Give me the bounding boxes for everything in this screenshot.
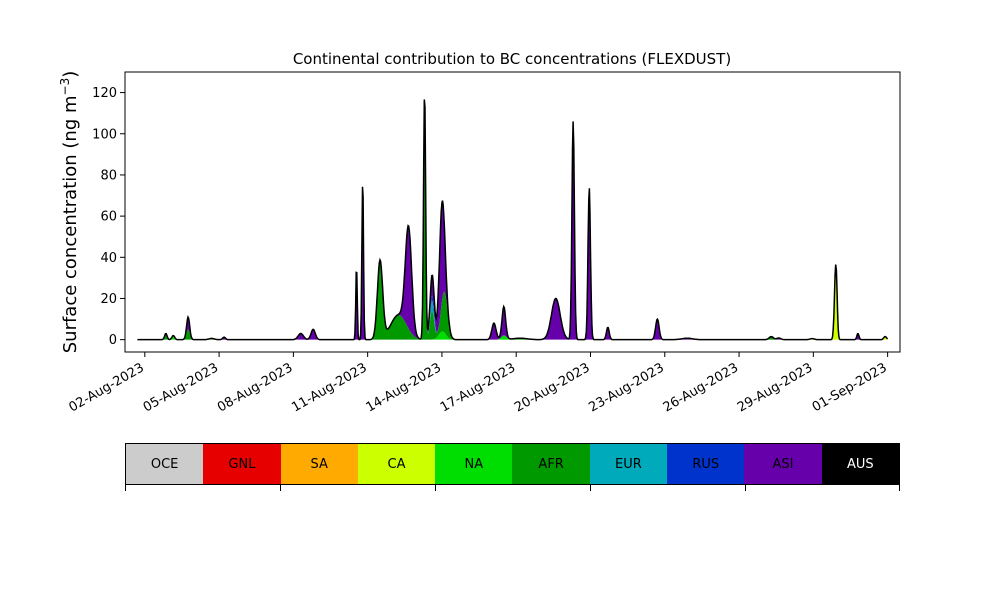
series-area-asi: [137, 99, 888, 340]
y-tick-label: 0: [109, 333, 117, 348]
colorbar-tick: [435, 485, 436, 491]
colorbar-tick: [590, 485, 591, 491]
x-tick-label: 01-Sep-2023: [810, 360, 890, 415]
colorbar-tick: [899, 485, 900, 491]
y-tick-label: 60: [100, 210, 117, 225]
area-chart: 0 20 40 60 80 100 120 02-Aug-202305-Aug-202308…: [58, 50, 901, 416]
chart-title: Continental contribution to BC concentra…: [293, 50, 731, 68]
colorbar-cell: CA: [357, 444, 436, 484]
x-tick-label: 26-Aug-2023: [661, 360, 741, 415]
colorbar-cell: OCE: [126, 444, 204, 484]
x-tick-label: 02-Aug-2023: [66, 360, 146, 415]
x-tick-label: 17-Aug-2023: [438, 360, 518, 415]
total-concentration-line: [137, 99, 889, 341]
colorbar-cell: RUS: [667, 444, 745, 484]
x-tick-label: 05-Aug-2023: [141, 360, 221, 415]
y-tick-label: 100: [92, 127, 117, 142]
series-area-na: [137, 269, 888, 340]
series-area-eur: [137, 139, 888, 340]
colorbar-cell: SA: [280, 444, 358, 484]
series-area-afr: [137, 139, 888, 340]
y-tick-label: 20: [100, 292, 117, 307]
colorbar-tick: [125, 485, 126, 491]
x-tick-label: 14-Aug-2023: [364, 360, 444, 415]
plot-frame: [124, 71, 901, 353]
colorbar-tick: [280, 485, 281, 491]
colorbar-cell: AUS: [821, 444, 899, 484]
x-tick-label: 29-Aug-2023: [735, 360, 815, 415]
x-tick-label: 23-Aug-2023: [586, 360, 666, 415]
y-tick-label: 40: [100, 251, 117, 266]
series-area-ca: [137, 269, 888, 340]
y-tick-label: 80: [100, 168, 117, 183]
colorbar-ticks: [125, 485, 900, 493]
series-area-rus: [137, 139, 888, 340]
colorbar-legend: OCE GNL SA CA NA AFR EUR RUS ASI AUS: [125, 443, 900, 485]
colorbar-cell: NA: [435, 444, 513, 484]
stacked-areas: [137, 99, 888, 340]
y-tick-label: 120: [92, 86, 117, 101]
colorbar-cell: EUR: [589, 444, 668, 484]
colorbar-tick: [745, 485, 746, 491]
colorbar-cell: AFR: [512, 444, 590, 484]
x-tick-label: 11-Aug-2023: [289, 360, 369, 415]
y-axis: 0 20 40 60 80 100 120: [92, 86, 125, 348]
x-tick-label: 08-Aug-2023: [215, 360, 295, 415]
colorbar-cell: GNL: [203, 444, 281, 484]
x-tick-label: 20-Aug-2023: [512, 360, 592, 415]
colorbar-cell: ASI: [744, 444, 822, 484]
x-axis: 02-Aug-202305-Aug-202308-Aug-202311-Aug-…: [66, 352, 890, 416]
y-axis-label: Surface concentration (ng m−3): [58, 71, 81, 354]
